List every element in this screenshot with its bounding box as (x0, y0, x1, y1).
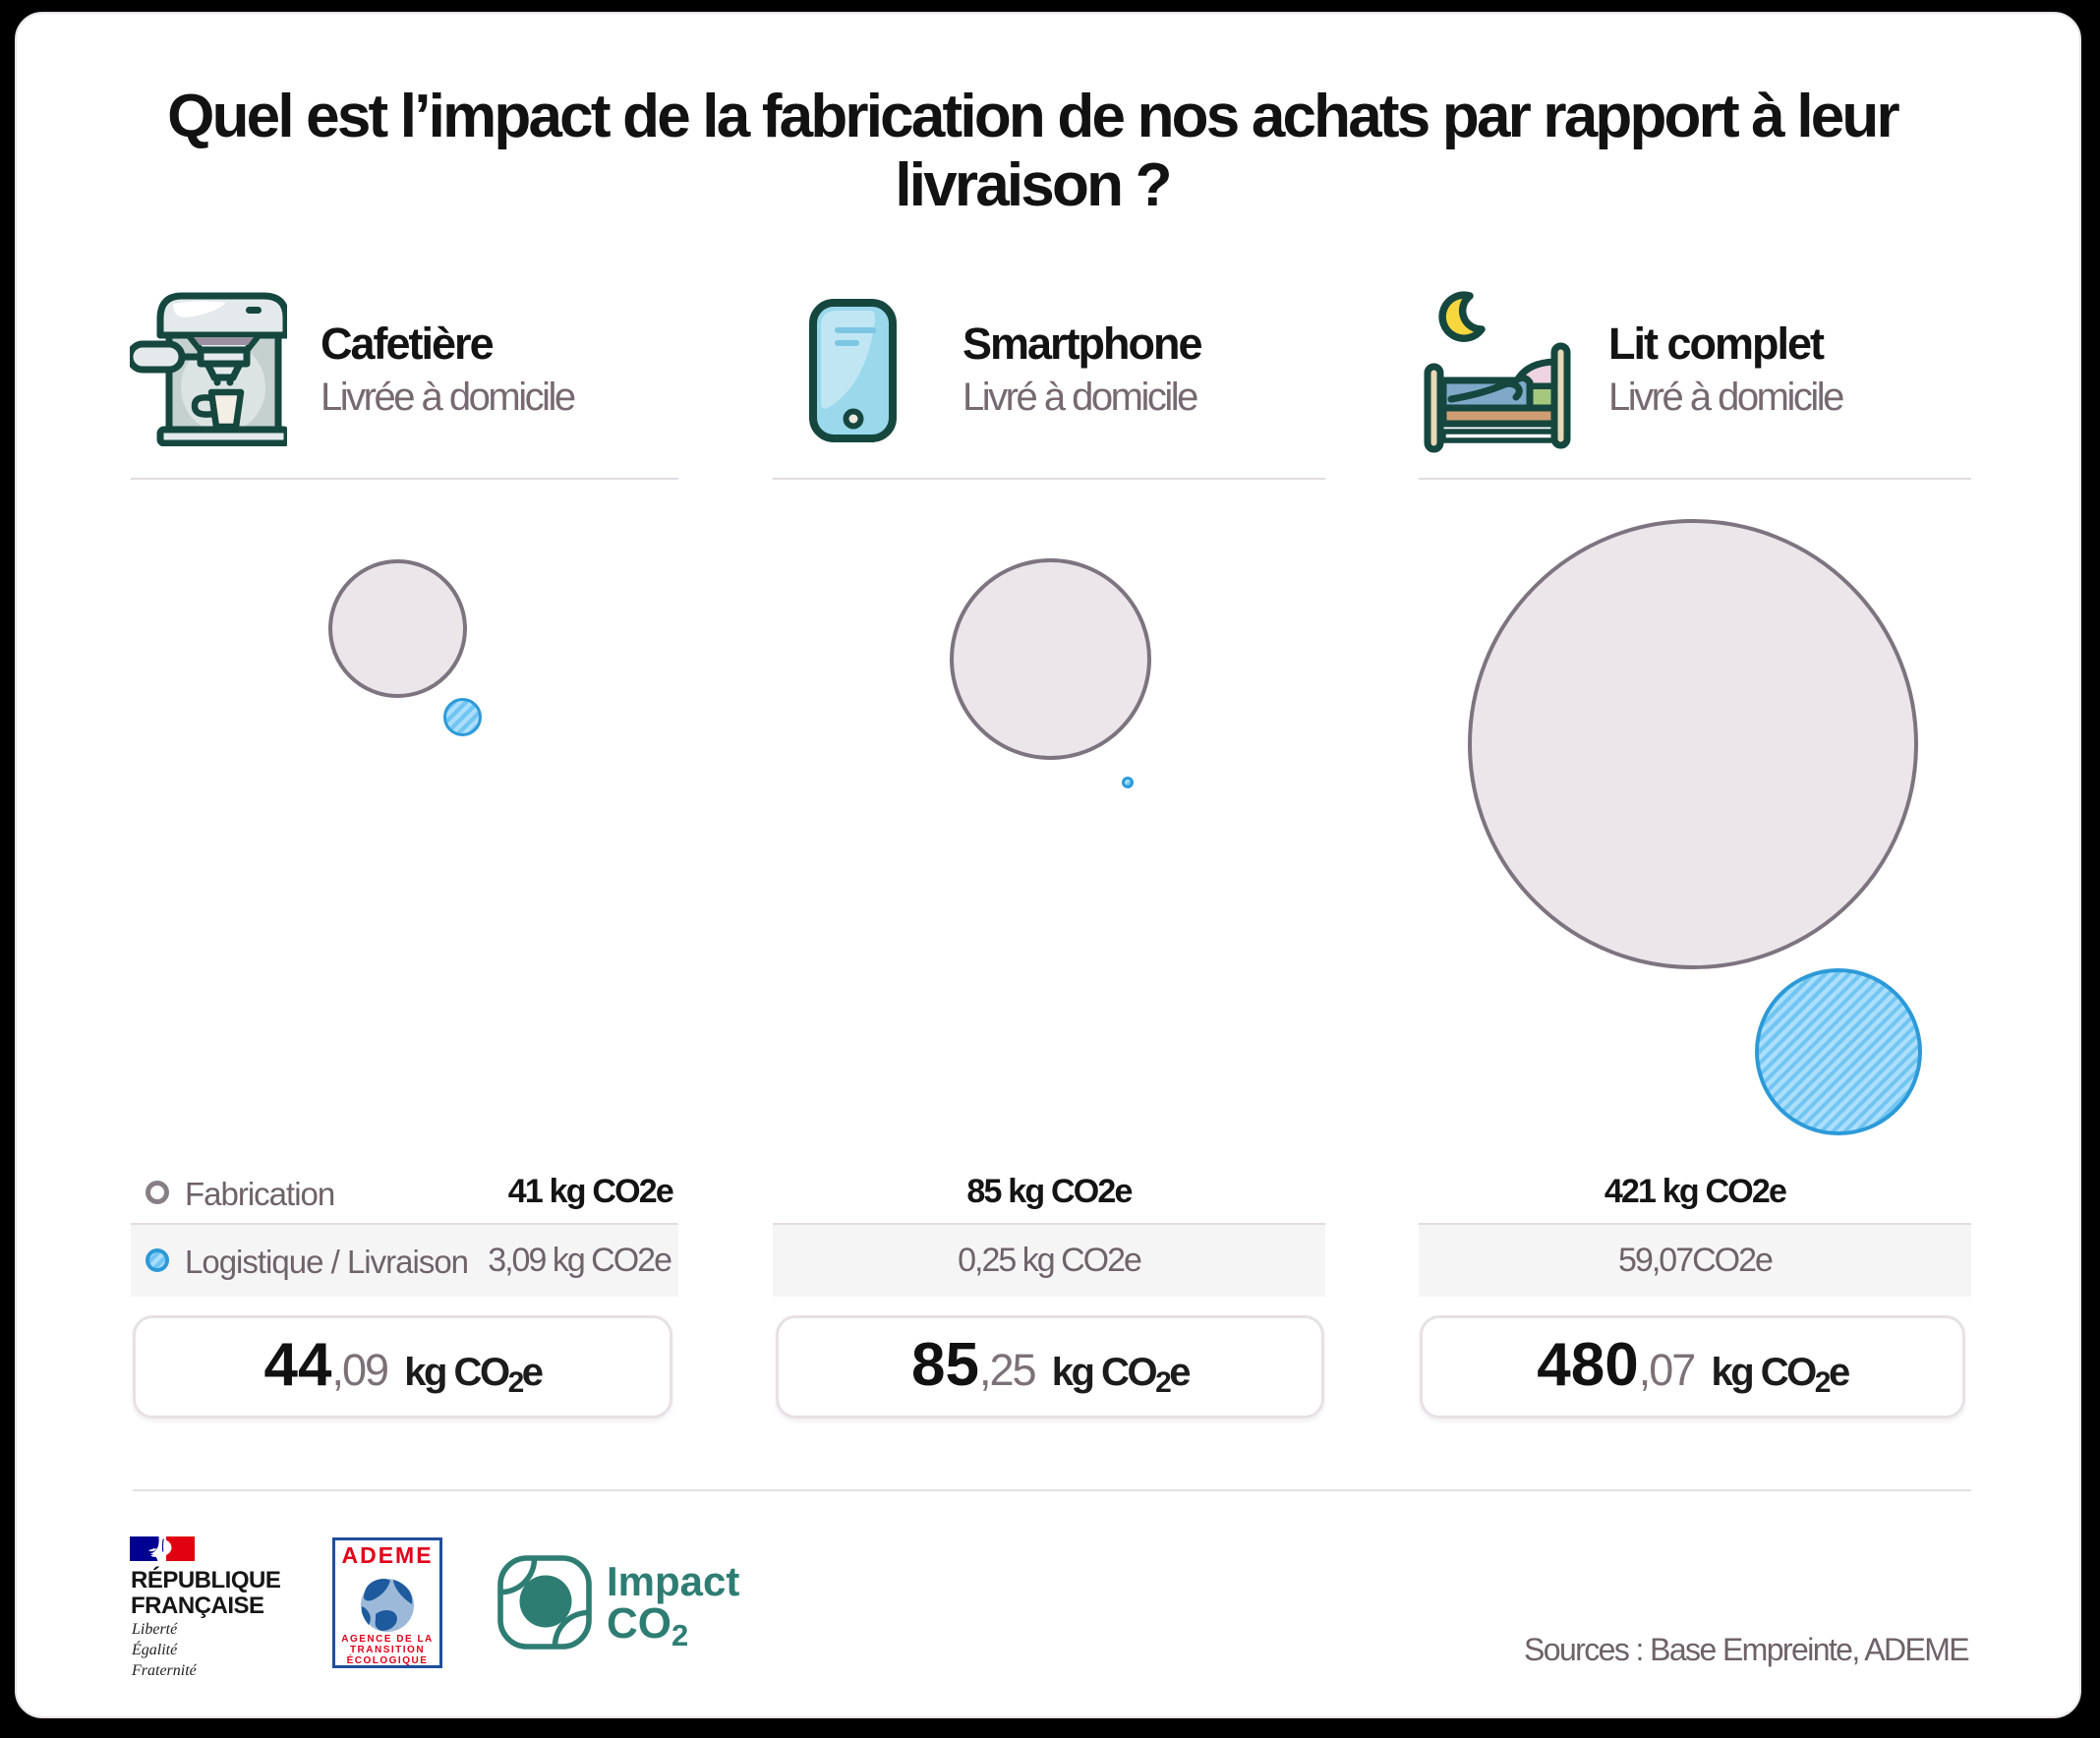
svg-text:ÉCOLOGIQUE: ÉCOLOGIQUE (347, 1653, 429, 1666)
svg-text:TRANSITION: TRANSITION (350, 1645, 425, 1655)
svg-text:AGENCE DE LA: AGENCE DE LA (341, 1634, 434, 1645)
svg-text:ADEME: ADEME (341, 1542, 433, 1568)
